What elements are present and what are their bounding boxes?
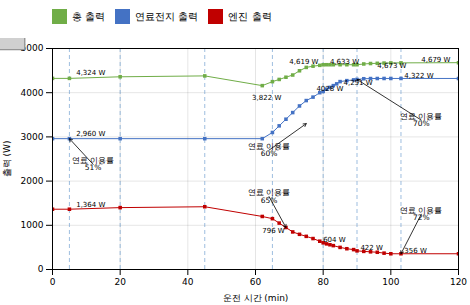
svg-text:연료 이용률60%: 연료 이용률60% (248, 142, 290, 159)
svg-text:연료 이용률70%: 연료 이용률70% (400, 112, 442, 129)
svg-text:120: 120 (450, 277, 467, 287)
svg-text:40: 40 (182, 277, 194, 287)
svg-text:3000: 3000 (21, 132, 44, 142)
svg-text:4,633 W: 4,633 W (330, 58, 359, 66)
svg-text:연료 이용률65%: 연료 이용률65% (248, 188, 290, 205)
svg-text:4,679 W: 4,679 W (421, 56, 450, 64)
svg-text:2000: 2000 (21, 176, 44, 186)
svg-text:4,619 W: 4,619 W (289, 58, 318, 66)
svg-text:60: 60 (250, 277, 262, 287)
svg-text:0: 0 (50, 277, 56, 287)
svg-text:연료 이용률72%: 연료 이용률72% (400, 206, 442, 223)
svg-text:796 W: 796 W (262, 227, 285, 235)
svg-text:4,324 W: 4,324 W (76, 69, 105, 77)
svg-text:80: 80 (317, 277, 329, 287)
html-text:연료전지 출력: 연료전지 출력 (135, 10, 199, 22)
svg-text:3,822 W: 3,822 W (252, 94, 281, 102)
svg-text:422 W: 422 W (360, 244, 383, 252)
svg-text:4,673 W: 4,673 W (377, 62, 406, 70)
svg-text:604 W: 604 W (323, 236, 346, 244)
svg-text:356 W: 356 W (404, 247, 427, 255)
svg-text:운전 시간 (min): 운전 시간 (min) (223, 293, 289, 303)
svg-text:4028 W: 4028 W (316, 85, 343, 93)
svg-text:20: 20 (114, 277, 126, 287)
html-text:총 출력: 총 출력 (72, 10, 106, 22)
svg-text:연료 이용률51%: 연료 이용률51% (72, 156, 114, 172)
html-text:엔진 출력: 엔진 출력 (228, 10, 272, 22)
svg-text:4,251 W: 4,251 W (343, 79, 373, 88)
svg-text:1000: 1000 (21, 220, 44, 230)
svg-text:4,322 W: 4,322 W (404, 72, 433, 80)
svg-text:1,364 W: 1,364 W (76, 201, 105, 209)
svg-text:5000: 5000 (20, 43, 44, 54)
svg-text:0: 0 (38, 264, 44, 274)
svg-text:4000: 4000 (21, 88, 44, 98)
svg-text:2,960 W: 2,960 W (76, 130, 105, 138)
svg-text:출력 (W): 출력 (W) (2, 141, 12, 178)
svg-text:100: 100 (382, 277, 399, 287)
